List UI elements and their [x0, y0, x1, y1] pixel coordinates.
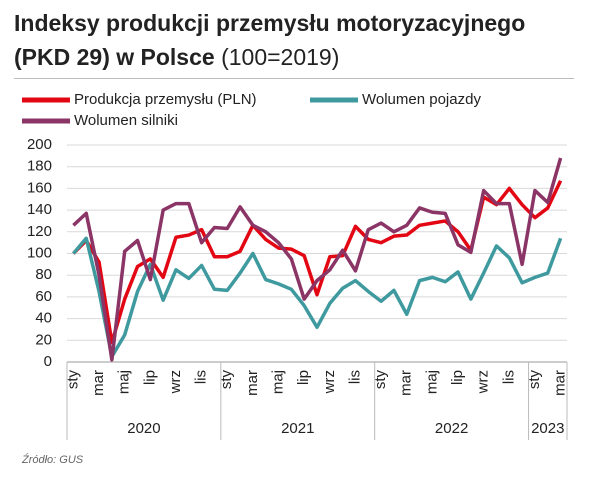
y-tick-label: 200 — [27, 136, 52, 153]
title-block: Indeksy produkcji przemysłu motoryzacyjn… — [14, 6, 579, 74]
x-tick-label: lip — [141, 370, 158, 385]
y-tick-label: 100 — [27, 244, 52, 261]
year-label: 2022 — [435, 420, 468, 437]
y-tick-label: 60 — [35, 288, 52, 305]
x-tick-label: maj — [270, 370, 287, 394]
y-tick-label: 160 — [27, 179, 52, 196]
x-tick-label: lis — [500, 370, 517, 384]
y-tick-label: 180 — [27, 158, 52, 175]
y-tick-label: 0 — [44, 353, 52, 370]
x-tick-label: lip — [295, 370, 312, 385]
x-tick-label: sty — [64, 370, 81, 390]
x-tick-label: mar — [398, 370, 415, 396]
year-label: 2023 — [531, 420, 564, 437]
year-label: 2021 — [281, 420, 314, 437]
x-tick-label: wrz — [167, 370, 184, 394]
x-tick-label: lip — [449, 370, 466, 385]
y-tick-label: 40 — [35, 310, 52, 327]
year-label: 2020 — [127, 420, 160, 437]
y-tick-label: 120 — [27, 223, 52, 240]
y-tick-label: 80 — [35, 266, 52, 283]
source: Źródło: GUS — [21, 453, 84, 466]
x-tick-label: maj — [423, 370, 440, 394]
title-note: (100=2019) — [221, 44, 340, 70]
x-tick-label: maj — [116, 370, 133, 394]
legend-label: Wolumen pojazdy — [362, 91, 481, 108]
x-tick-label: sty — [372, 370, 389, 390]
y-tick-label: 140 — [27, 201, 52, 218]
x-tick-label: sty — [526, 370, 543, 390]
x-tick-label: mar — [244, 370, 261, 396]
x-tick-label: lis — [193, 370, 210, 384]
x-tick-label: sty — [218, 370, 235, 390]
legend-label: Wolumen silniki — [74, 112, 178, 129]
series-line — [72, 236, 563, 359]
x-tick-label: lis — [346, 370, 363, 384]
x-tick-label: mar — [90, 370, 107, 396]
series-line — [72, 157, 563, 362]
legend-label: Produkcja przemysłu (PLN) — [74, 91, 257, 108]
divider — [14, 78, 574, 79]
x-tick-label: mar — [552, 370, 569, 396]
x-tick-label: wrz — [321, 370, 338, 394]
chart-title: Indeksy produkcji przemysłu motoryzacyjn… — [14, 10, 526, 70]
y-tick-label: 20 — [35, 331, 52, 348]
x-tick-label: wrz — [475, 370, 492, 394]
